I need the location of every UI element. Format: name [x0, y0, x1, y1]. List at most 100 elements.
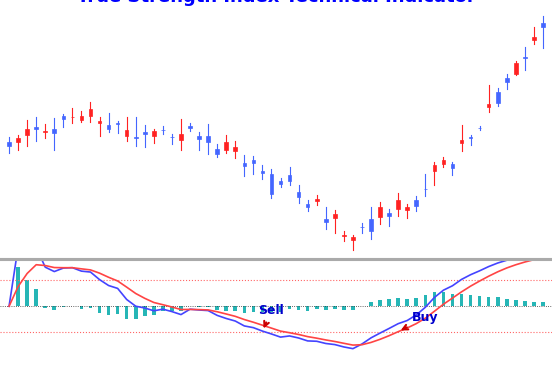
Bar — [333, 214, 337, 218]
Bar — [197, 306, 201, 307]
Bar — [152, 131, 156, 136]
Bar — [215, 306, 219, 310]
Bar — [161, 130, 164, 131]
Bar — [415, 297, 418, 306]
Bar — [450, 165, 454, 168]
Bar — [261, 306, 264, 312]
Bar — [405, 299, 409, 306]
Bar — [532, 301, 535, 306]
Bar — [44, 131, 47, 132]
Bar — [306, 306, 310, 311]
Bar — [52, 129, 56, 133]
Bar — [107, 125, 110, 130]
Bar — [487, 297, 491, 306]
Bar — [206, 306, 210, 307]
Bar — [134, 306, 137, 319]
Bar — [225, 142, 228, 149]
Bar — [541, 23, 545, 27]
Bar — [161, 306, 164, 311]
Bar — [388, 299, 391, 306]
Bar — [433, 293, 436, 306]
Bar — [297, 306, 300, 310]
Bar — [17, 138, 20, 142]
Bar — [532, 37, 535, 40]
Bar — [261, 170, 264, 173]
Bar — [342, 306, 346, 310]
Bar — [396, 298, 400, 306]
Bar — [415, 200, 418, 206]
Text: Sell: Sell — [258, 304, 284, 327]
Bar — [297, 192, 300, 197]
Bar — [333, 306, 337, 309]
Bar — [242, 163, 246, 166]
Bar — [170, 306, 174, 311]
Bar — [469, 137, 473, 138]
Bar — [487, 104, 491, 107]
Bar — [34, 289, 38, 306]
Bar — [79, 115, 83, 120]
Bar — [116, 306, 119, 314]
Bar — [188, 126, 192, 128]
Bar — [306, 204, 310, 207]
Bar — [514, 300, 518, 306]
Bar — [25, 129, 29, 135]
Bar — [288, 175, 291, 181]
Bar — [378, 300, 382, 306]
Bar — [143, 306, 147, 316]
Bar — [7, 142, 11, 146]
Bar — [324, 306, 327, 310]
Bar — [17, 267, 20, 306]
Bar — [52, 306, 56, 310]
Text: Buy: Buy — [403, 311, 438, 330]
Bar — [324, 218, 327, 223]
Bar — [369, 219, 373, 231]
Bar — [433, 165, 436, 170]
Bar — [98, 306, 102, 313]
Bar — [505, 78, 508, 82]
Bar — [279, 306, 282, 312]
Bar — [405, 207, 409, 210]
Bar — [197, 136, 201, 139]
Bar — [125, 306, 129, 318]
Bar — [279, 181, 282, 184]
Bar — [116, 123, 119, 124]
Bar — [460, 294, 463, 306]
Bar — [179, 306, 183, 311]
Bar — [469, 295, 473, 306]
Bar — [125, 130, 129, 136]
Bar — [143, 132, 147, 134]
Bar — [369, 302, 373, 306]
Bar — [541, 302, 545, 306]
Bar — [450, 294, 454, 306]
Bar — [423, 296, 427, 306]
Bar — [44, 306, 47, 308]
Bar — [242, 306, 246, 313]
Bar — [496, 297, 500, 306]
Bar — [442, 292, 445, 306]
Bar — [388, 213, 391, 216]
Bar — [61, 116, 65, 119]
Bar — [252, 161, 255, 163]
Bar — [34, 127, 38, 130]
Bar — [378, 207, 382, 217]
Bar — [152, 306, 156, 314]
Bar — [288, 306, 291, 310]
Bar — [478, 296, 481, 306]
Bar — [460, 139, 463, 144]
Bar — [98, 121, 102, 123]
Bar — [107, 306, 110, 314]
Bar — [225, 306, 228, 311]
Bar — [505, 299, 508, 306]
Bar — [134, 137, 137, 138]
Bar — [179, 134, 183, 140]
Bar — [89, 306, 92, 308]
Bar — [215, 149, 219, 154]
Bar — [351, 237, 355, 240]
Bar — [514, 63, 518, 73]
Bar — [79, 306, 83, 308]
Bar — [89, 108, 92, 116]
Bar — [315, 306, 319, 309]
Bar — [523, 301, 527, 306]
Bar — [206, 136, 210, 142]
Bar — [270, 306, 273, 312]
